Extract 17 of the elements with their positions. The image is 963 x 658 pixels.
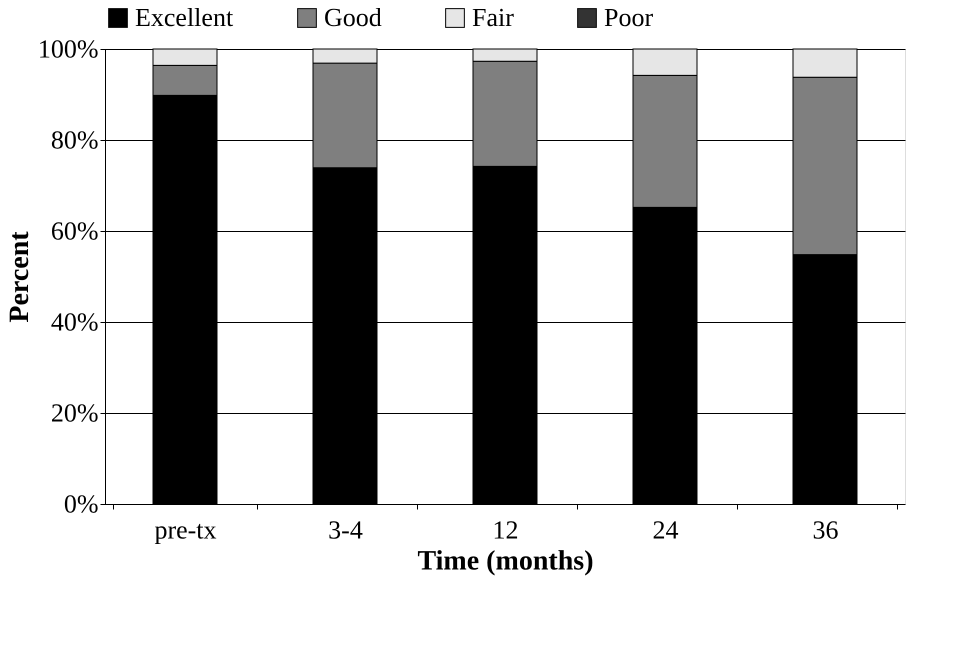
x-tick-label: 12 [492, 516, 518, 544]
legend-label: Good [324, 3, 382, 32]
legend-label: Excellent [135, 3, 234, 32]
y-tick-label: 40% [50, 308, 98, 336]
y-tick-label: 0% [64, 490, 98, 518]
y-tick-label: 100% [38, 34, 98, 64]
legend-label: Poor [604, 3, 654, 32]
y-axis-title: Percent [4, 230, 35, 323]
x-tick-label: 3-4 [328, 516, 363, 544]
legend-label: Fair [472, 3, 514, 32]
x-tick-label: 36 [812, 516, 838, 544]
y-tick-label: 20% [50, 398, 98, 428]
x-tick-label: pre-tx [154, 516, 217, 544]
y-tick-label: 60% [50, 216, 98, 246]
x-tick-label: 24 [652, 516, 678, 544]
x-axis-title: Time (months) [417, 546, 594, 576]
y-tick-label: 80% [50, 126, 98, 154]
